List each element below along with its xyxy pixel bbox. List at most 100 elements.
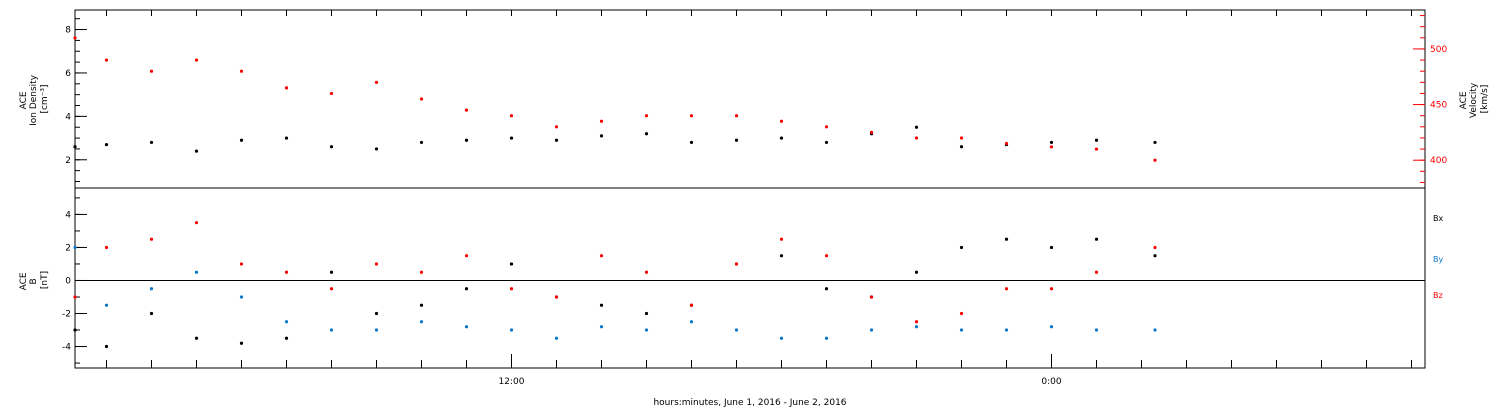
point-bz — [104, 245, 109, 250]
top-panel-ticks: 2 4 6 8 400 450 500 — [65, 15, 1447, 183]
bottom-left-axis-label: ACE B [nT] — [19, 270, 50, 291]
point-bx — [419, 303, 424, 307]
bottom-left-tick-label: -4 — [62, 343, 71, 353]
point-velocity — [464, 108, 469, 112]
point-by — [959, 328, 964, 332]
point-bz — [329, 287, 334, 291]
point-by — [374, 328, 379, 332]
top-right-tick-label: 450 — [1430, 101, 1447, 111]
point-density — [194, 149, 199, 153]
point-bx — [104, 344, 109, 349]
point-velocity — [824, 125, 829, 129]
legend-bz: Bz — [1433, 291, 1443, 300]
top-left-tick-label: 8 — [65, 26, 71, 36]
point-bx — [1004, 237, 1009, 241]
legend-bx: Bx — [1433, 214, 1443, 223]
point-by — [329, 328, 334, 332]
point-by — [869, 328, 874, 332]
point-density — [329, 145, 334, 149]
point-velocity — [599, 119, 604, 123]
point-velocity — [959, 136, 964, 140]
top-right-label-line-1: ACE — [1459, 91, 1469, 109]
point-density — [824, 140, 829, 145]
point-by — [554, 336, 559, 340]
point-bz — [1004, 287, 1009, 291]
point-bz — [374, 262, 379, 266]
point-bz — [824, 254, 829, 258]
point-velocity — [779, 119, 784, 123]
legend-by: By — [1433, 255, 1443, 264]
top-left-label-line-1: ACE — [19, 91, 29, 109]
point-density — [464, 138, 469, 142]
point-bz — [239, 262, 244, 266]
point-by — [1153, 328, 1157, 332]
point-velocity — [554, 125, 559, 129]
point-density — [149, 140, 154, 145]
point-density — [914, 125, 919, 129]
top-right-label-line-3: [km/s] — [1480, 85, 1490, 114]
point-density — [104, 142, 109, 147]
point-bx — [1094, 237, 1099, 241]
top-left-tick-label: 2 — [65, 156, 71, 166]
bottom-left-label-line-2: B — [29, 278, 39, 284]
point-density — [644, 132, 649, 136]
bottom-left-label-line-3: [nT] — [40, 271, 50, 289]
point-bx — [73, 328, 77, 332]
point-by — [1004, 328, 1009, 332]
point-by — [194, 270, 199, 274]
bottom-left-tick-label: -2 — [62, 310, 71, 320]
point-bx — [914, 270, 919, 274]
point-bz — [194, 221, 199, 225]
point-density — [419, 140, 424, 145]
point-density — [779, 136, 784, 140]
point-by — [104, 303, 109, 307]
bottom-left-tick-label: 2 — [65, 243, 71, 253]
point-velocity — [1049, 145, 1054, 149]
point-by — [689, 320, 694, 324]
point-bx — [824, 287, 829, 291]
point-bx — [329, 270, 334, 274]
point-bx — [1049, 245, 1054, 250]
point-velocity — [1094, 147, 1099, 151]
bottom-panel-frame — [74, 187, 1426, 369]
point-bz — [419, 270, 424, 274]
x-tick-label: 0:00 — [1041, 377, 1061, 387]
point-velocity — [329, 91, 334, 96]
point-velocity — [509, 114, 514, 118]
point-bz — [779, 237, 784, 241]
top-right-axis-label: ACE Velocity [km/s] — [1459, 80, 1490, 118]
bottom-legend: Bx By Bz — [1433, 214, 1443, 300]
point-velocity — [644, 114, 649, 118]
point-bz — [644, 270, 649, 274]
top-right-tick-label: 400 — [1430, 156, 1447, 166]
point-bz — [1153, 245, 1157, 250]
point-bz — [689, 303, 694, 307]
point-density — [554, 138, 559, 142]
point-velocity — [1004, 141, 1009, 146]
bottom-left-tick-label: 0 — [65, 276, 71, 286]
top-right-label-line-2: Velocity — [1469, 82, 1479, 118]
point-density — [73, 145, 77, 149]
point-by — [464, 325, 469, 329]
point-density — [599, 134, 604, 138]
point-by — [734, 328, 739, 332]
point-bx — [374, 311, 379, 316]
point-bz — [959, 311, 964, 316]
point-by — [1094, 328, 1099, 332]
point-bz — [599, 254, 604, 258]
top-left-label-line-2: Ion Density — [29, 74, 39, 126]
point-bx — [644, 311, 649, 316]
bottom-left-label-line-1: ACE — [19, 272, 29, 290]
point-bz — [1049, 287, 1054, 291]
point-velocity — [104, 58, 109, 62]
point-by — [779, 336, 784, 340]
point-density — [734, 138, 739, 142]
point-bx — [284, 336, 289, 340]
point-bx — [779, 254, 784, 258]
point-bz — [1094, 270, 1099, 274]
bottom-left-tick-label: 4 — [65, 210, 71, 220]
point-bz — [869, 295, 874, 299]
point-density — [689, 140, 694, 145]
point-density — [509, 136, 514, 140]
point-density — [374, 147, 379, 151]
